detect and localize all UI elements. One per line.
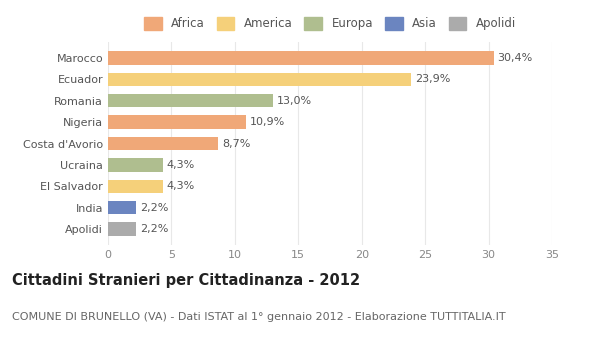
Text: 23,9%: 23,9% bbox=[415, 74, 451, 84]
Text: 4,3%: 4,3% bbox=[166, 160, 194, 170]
Text: 30,4%: 30,4% bbox=[497, 53, 533, 63]
Text: 8,7%: 8,7% bbox=[222, 139, 251, 148]
Bar bbox=[108, 201, 136, 214]
Bar bbox=[108, 94, 273, 107]
Bar bbox=[108, 223, 136, 236]
Text: COMUNE DI BRUNELLO (VA) - Dati ISTAT al 1° gennaio 2012 - Elaborazione TUTTITALI: COMUNE DI BRUNELLO (VA) - Dati ISTAT al … bbox=[12, 312, 506, 322]
Bar bbox=[108, 180, 163, 193]
Bar bbox=[108, 158, 163, 172]
Bar bbox=[108, 116, 246, 129]
Text: 10,9%: 10,9% bbox=[250, 117, 286, 127]
Text: 2,2%: 2,2% bbox=[140, 224, 168, 234]
Bar bbox=[108, 137, 218, 150]
Bar bbox=[108, 73, 411, 86]
Bar bbox=[108, 51, 494, 64]
Text: 2,2%: 2,2% bbox=[140, 203, 168, 213]
Text: 4,3%: 4,3% bbox=[166, 181, 194, 191]
Legend: Africa, America, Europa, Asia, Apolidi: Africa, America, Europa, Asia, Apolidi bbox=[144, 18, 516, 30]
Text: 13,0%: 13,0% bbox=[277, 96, 312, 106]
Text: Cittadini Stranieri per Cittadinanza - 2012: Cittadini Stranieri per Cittadinanza - 2… bbox=[12, 273, 360, 288]
